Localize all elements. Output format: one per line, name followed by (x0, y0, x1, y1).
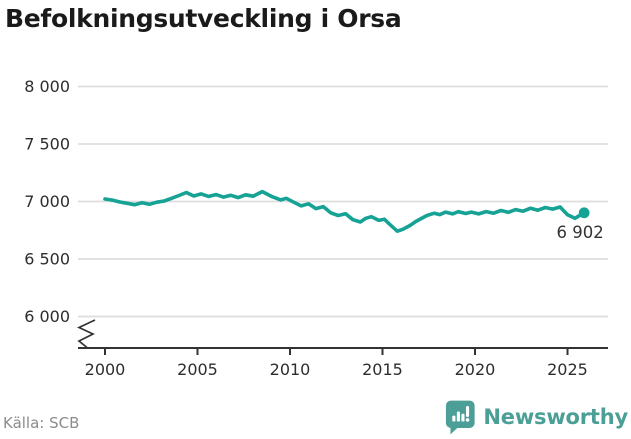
end-point-dot (578, 207, 590, 219)
data-line (103, 189, 586, 233)
population-line-chart: 8 000 7 500 7 000 6 500 6 000 2000 2005 2010 201… (24, 77, 608, 379)
x-tick-label: 2020 (455, 360, 496, 379)
y-tick-label: 8 000 (24, 77, 70, 96)
y-tick-label: 7 500 (24, 135, 70, 154)
x-tick-label: 2010 (270, 360, 311, 379)
end-point-value-label: 6 902 (557, 223, 604, 242)
source-label: Källa: SCB (3, 414, 80, 432)
x-tick-label: 2015 (362, 360, 403, 379)
x-tick-label: 2025 (547, 360, 588, 379)
chart-title: Befolkningsutveckling i Orsa (5, 4, 402, 33)
newsworthy-logo[interactable]: Newsworthy (445, 399, 628, 435)
y-tick-label: 6 500 (24, 250, 70, 269)
bar-chart-pin-icon (446, 400, 476, 435)
y-tick-label: 7 000 (24, 192, 70, 211)
x-tick-label: 2005 (177, 360, 218, 379)
y-axis-break-icon (76, 319, 96, 349)
x-tick-label: 2000 (85, 360, 126, 379)
brand-name: Newsworthy (483, 405, 628, 429)
y-tick-label: 6 000 (24, 307, 70, 326)
